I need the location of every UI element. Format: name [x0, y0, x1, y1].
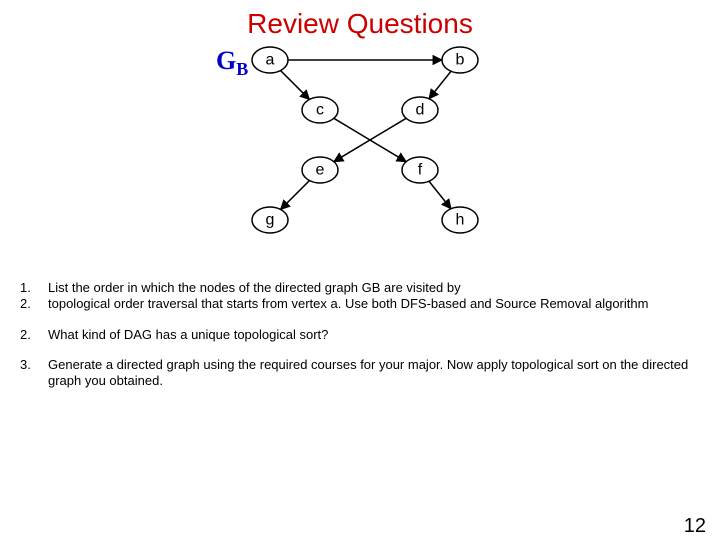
question-number: 2. [20, 327, 48, 343]
node-label-b: b [456, 52, 465, 69]
diagram-container: GB abcdefgh [0, 40, 720, 270]
question-number: 3. [20, 357, 48, 390]
page-number: 12 [684, 515, 706, 538]
question-subtext: topological order traversal that starts … [48, 296, 648, 312]
question-text: Generate a directed graph using the requ… [48, 357, 700, 390]
question-line: List the order in which the nodes of the… [48, 280, 461, 295]
node-label-f: f [418, 162, 423, 179]
edge-f-h [429, 181, 451, 208]
node-label-g: g [266, 212, 275, 229]
node-label-c: c [316, 102, 324, 119]
graph-diagram: a b c d e f g h [0, 40, 720, 270]
question-subnumber: 2. [20, 296, 48, 312]
edge-b-d [429, 71, 451, 98]
node-label-e: e [316, 162, 325, 179]
node-label-d: d [416, 102, 425, 119]
node-label-h: h [456, 212, 465, 229]
question-item: 1. List the order in which the nodes of … [20, 280, 700, 313]
page-title: Review Questions [0, 8, 720, 40]
edge-e-g [281, 181, 310, 210]
node-label-a: a [266, 52, 275, 69]
question-text: List the order in which the nodes of the… [48, 280, 700, 313]
question-text: What kind of DAG has a unique topologica… [48, 327, 700, 343]
questions-list: 1. List the order in which the nodes of … [20, 280, 700, 389]
question-item: 2. What kind of DAG has a unique topolog… [20, 327, 700, 343]
question-item: 3. Generate a directed graph using the r… [20, 357, 700, 390]
edge-a-c [281, 71, 310, 100]
